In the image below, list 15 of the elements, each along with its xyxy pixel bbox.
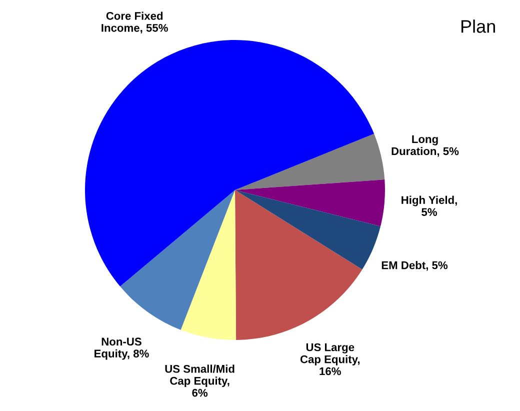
pie-slice [235,180,385,226]
slice-label: EM Debt, 5% [382,261,448,271]
pie-slice [235,134,385,190]
pie-slice [235,190,362,340]
pie-slice [85,40,374,286]
slice-label: High Yield, 5% [402,196,457,216]
slice-label: Long Duration, 5% [392,135,459,157]
chart-title: Plan [461,20,495,33]
slice-label: Core Fixed Income, 55% [102,12,168,34]
slice-label: US Small/Mid Cap Equity, 6% [165,364,234,397]
slice-label: Non-US Equity, 8% [94,338,149,360]
pie-slice [235,190,381,270]
slice-label: US Large Cap Equity, 16% [300,343,360,376]
pie-slice [120,190,235,330]
pie-slice [180,190,236,340]
